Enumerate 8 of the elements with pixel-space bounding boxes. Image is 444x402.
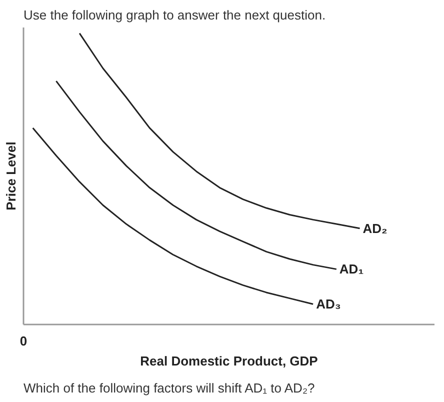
series-label: AD₁: [339, 262, 364, 277]
text: Which of the following factors will shift AD₁ to AD₂?: [24, 380, 315, 396]
series-label: AD₂: [362, 220, 388, 236]
chart-title: Use the following graph to answer the next question.: [24, 8, 326, 22]
x-axis-title: Real Domestic Product, GDP: [140, 354, 318, 368]
y-axis-title: Price Level: [4, 142, 18, 210]
text: 0: [20, 334, 28, 348]
series-label: AD₃: [316, 296, 341, 312]
